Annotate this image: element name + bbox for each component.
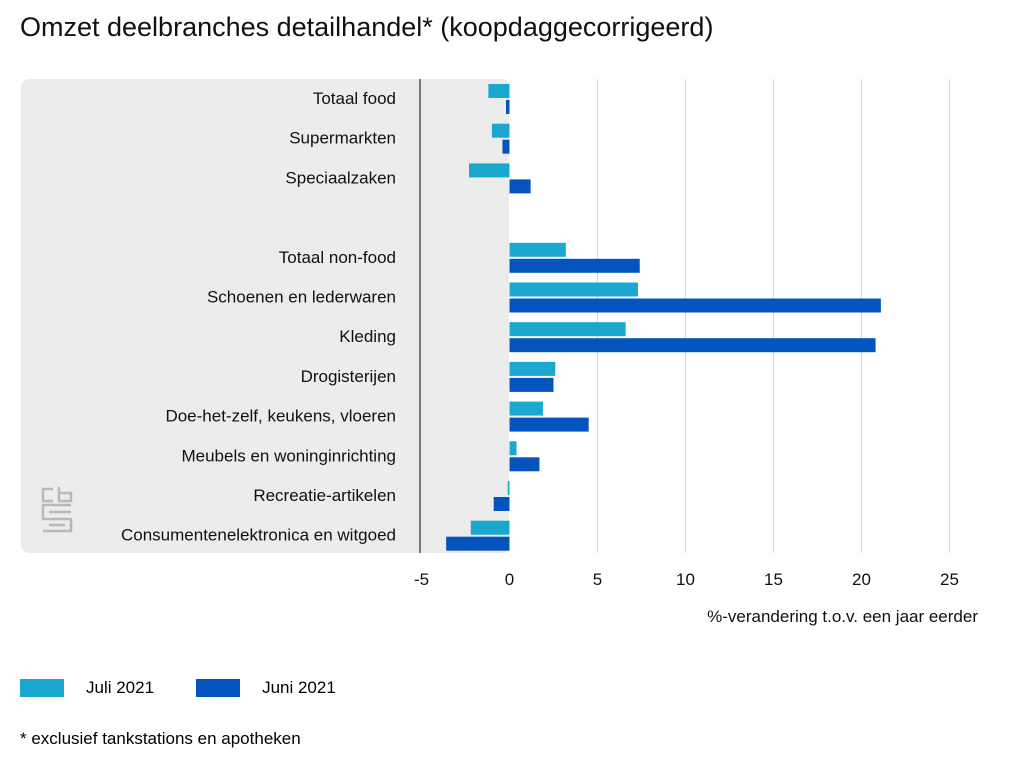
bar-juni [509, 417, 589, 432]
bar-juli [469, 163, 510, 178]
bar-juli [507, 481, 510, 495]
category-label: Recreatie-artikelen [253, 486, 396, 505]
gridlines [509, 79, 951, 553]
x-tick-label: 15 [764, 570, 783, 589]
bar-juli [509, 441, 517, 456]
x-tick-label: 25 [940, 570, 959, 589]
bar-juli [470, 520, 510, 535]
category-label: Consumentenelektronica en witgoed [121, 526, 396, 545]
category-label: Drogisterijen [301, 367, 396, 386]
chart-title: Omzet deelbranches detailhandel* (koopda… [20, 12, 714, 42]
category-label: Totaal food [313, 89, 396, 108]
legend-item-juni: Juni 2021 [196, 678, 336, 698]
cbs-logo-icon [41, 487, 73, 533]
legend-label-juni: Juni 2021 [262, 678, 336, 697]
x-tick-label: 10 [676, 570, 695, 589]
category-label: Doe-het-zelf, keukens, vloeren [165, 407, 396, 426]
bar-juli [509, 361, 556, 376]
category-label: Kleding [339, 327, 396, 346]
bar-juni [509, 377, 554, 392]
bars [446, 84, 881, 551]
x-tick-label: 5 [593, 570, 602, 589]
legend-swatch-juni [196, 679, 241, 697]
bar-juni [509, 179, 531, 194]
label-panel [21, 79, 510, 553]
x-tick-label: 0 [505, 570, 514, 589]
footnote: * exclusief tankstations en apotheken [20, 729, 301, 748]
category-label: Meubels en woninginrichting [181, 446, 396, 465]
bar-juni [509, 457, 540, 472]
bar-juni [509, 338, 876, 353]
bar-juni [502, 139, 510, 154]
x-tick-labels: -5 0 5 10 15 20 25 [414, 570, 959, 589]
x-tick-label: -5 [414, 570, 429, 589]
category-label: Schoenen en lederwaren [207, 288, 396, 307]
x-axis-label: %-verandering t.o.v. een jaar eerder [707, 607, 978, 626]
bar-juli [509, 282, 638, 297]
bar-juni [446, 536, 510, 551]
bar-juli [509, 242, 566, 257]
bar-juli [491, 123, 510, 138]
bar-juli [509, 322, 626, 337]
bar-juni [493, 497, 510, 511]
bar-juni [505, 100, 510, 114]
bar-juni [509, 298, 881, 313]
legend-item-juli: Juli 2021 [20, 678, 154, 698]
category-label: Supermarkten [289, 129, 396, 148]
bar-juli [509, 401, 543, 416]
category-label: Totaal non-food [279, 248, 396, 267]
legend-swatch-juli [20, 679, 64, 697]
category-labels: Totaal food Supermarkten Speciaalzaken Tota… [121, 89, 396, 545]
legend: Juli 2021 Juni 2021 [20, 678, 378, 698]
bar-juli [488, 84, 510, 98]
legend-label-juli: Juli 2021 [86, 678, 155, 697]
category-label: Speciaalzaken [285, 168, 396, 187]
x-tick-label: 20 [852, 570, 871, 589]
bar-juni [509, 258, 640, 273]
